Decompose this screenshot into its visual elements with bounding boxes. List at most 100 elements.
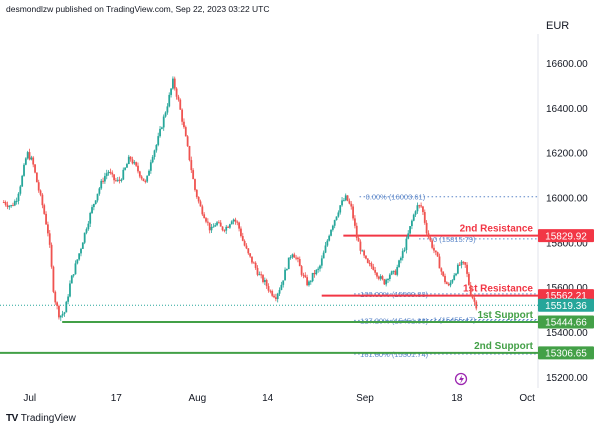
candle-body [436, 252, 439, 257]
candle-body [43, 205, 46, 214]
candle-body [328, 235, 331, 241]
candle-body [89, 212, 92, 224]
candle-body [387, 279, 389, 281]
levels-layer: 2nd Resistance 1st Resistance 1st Support 2… [0, 224, 538, 354]
fib-label: 0 (15815.79) [433, 235, 476, 244]
candle-body [149, 162, 152, 171]
candle-body [466, 264, 468, 274]
candle-body [308, 281, 310, 286]
candle-body [247, 248, 250, 254]
candle-body [76, 259, 79, 264]
candle-body [245, 245, 248, 249]
candle-body [414, 211, 417, 215]
candle-body [206, 221, 209, 223]
candle-body [217, 222, 220, 224]
candle-body [280, 284, 283, 290]
candle-body [120, 179, 123, 181]
candle-body [34, 164, 36, 173]
candle-body [214, 225, 217, 227]
candle-body [21, 175, 24, 187]
candle-body [230, 221, 233, 225]
candle-body [81, 242, 84, 249]
candle-body [203, 214, 206, 219]
candle-body [56, 302, 58, 306]
time-axis[interactable]: Jul 17 Aug 14 Sep 18 Oct [23, 393, 535, 404]
y-tick-label: 16400.00 [546, 104, 588, 115]
candle-body [216, 222, 218, 226]
candle-body [102, 180, 104, 182]
candle-body [274, 297, 277, 300]
candle-body [405, 238, 408, 250]
candle-body [462, 261, 465, 263]
candle-body [80, 248, 82, 254]
candle-body [35, 172, 38, 183]
candle-body [113, 174, 115, 181]
x-tick-label: Jul [23, 393, 36, 404]
candle-body [124, 167, 127, 170]
candle-body [10, 205, 13, 207]
candle-body [179, 99, 182, 110]
candle-body [54, 291, 57, 303]
candle-body [58, 305, 60, 318]
level-price-tag-bg [538, 346, 594, 360]
candle-body [96, 193, 99, 201]
candle-body [412, 214, 415, 221]
candle-body [317, 268, 320, 270]
candle-body [273, 295, 275, 298]
candle-body [118, 179, 121, 181]
candle-body [159, 128, 161, 137]
candle-body [251, 256, 253, 263]
candle-body [26, 152, 29, 159]
fib-label: 127.20% (15451.83) [360, 316, 428, 325]
candle-body [254, 262, 257, 268]
candle-body [285, 269, 288, 271]
candle-body [390, 271, 393, 275]
candle-body [289, 257, 292, 259]
candle-body [423, 212, 426, 223]
tradingview-brand[interactable]: TV TradingView [6, 413, 76, 424]
candle-body [166, 106, 169, 113]
candle-body [181, 109, 184, 122]
candle-body [455, 273, 457, 276]
candle-body [192, 170, 195, 180]
candle-body [153, 150, 156, 157]
candle-body [361, 250, 364, 252]
candle-body [467, 273, 470, 286]
fib-label: 100.00% (15569.83) [360, 290, 428, 299]
candle-body [464, 262, 467, 265]
candle-body [354, 218, 356, 226]
price-axis[interactable]: 15200.00 15400.00 15600.00 15800.00 16000.00… [546, 59, 588, 384]
candle-body [37, 182, 40, 191]
y-tick-label: 16200.00 [546, 149, 588, 160]
candle-body [258, 274, 261, 276]
candle-body [411, 220, 413, 227]
candle-body [69, 283, 71, 297]
lightning-icon[interactable] [454, 372, 468, 386]
candle-body [326, 240, 329, 246]
level-price-tag: 15444.66 [545, 318, 587, 329]
candle-body [2, 202, 5, 204]
candle-body [201, 206, 204, 215]
candle-body [278, 289, 281, 294]
candle-body [365, 255, 367, 259]
candle-body [78, 253, 81, 260]
candle-body [440, 268, 443, 272]
candle-body [227, 226, 229, 228]
candle-body [339, 205, 342, 213]
candle-body [127, 156, 130, 165]
candle-body [394, 270, 397, 275]
candle-body [260, 274, 263, 276]
candle-body [438, 256, 441, 269]
candle-body [148, 170, 150, 176]
candle-body [348, 200, 351, 204]
candle-body [100, 180, 103, 189]
candle-body [282, 280, 285, 285]
fibonacci-layer: 0.00% (16003.61) 0 (15815.79) 100.00% (155… [354, 193, 538, 359]
candle-body [416, 205, 419, 212]
candle-body [195, 189, 198, 197]
candle-body [363, 250, 366, 256]
candle-body [451, 279, 454, 283]
candle-body [24, 158, 27, 165]
candle-body [173, 78, 176, 89]
